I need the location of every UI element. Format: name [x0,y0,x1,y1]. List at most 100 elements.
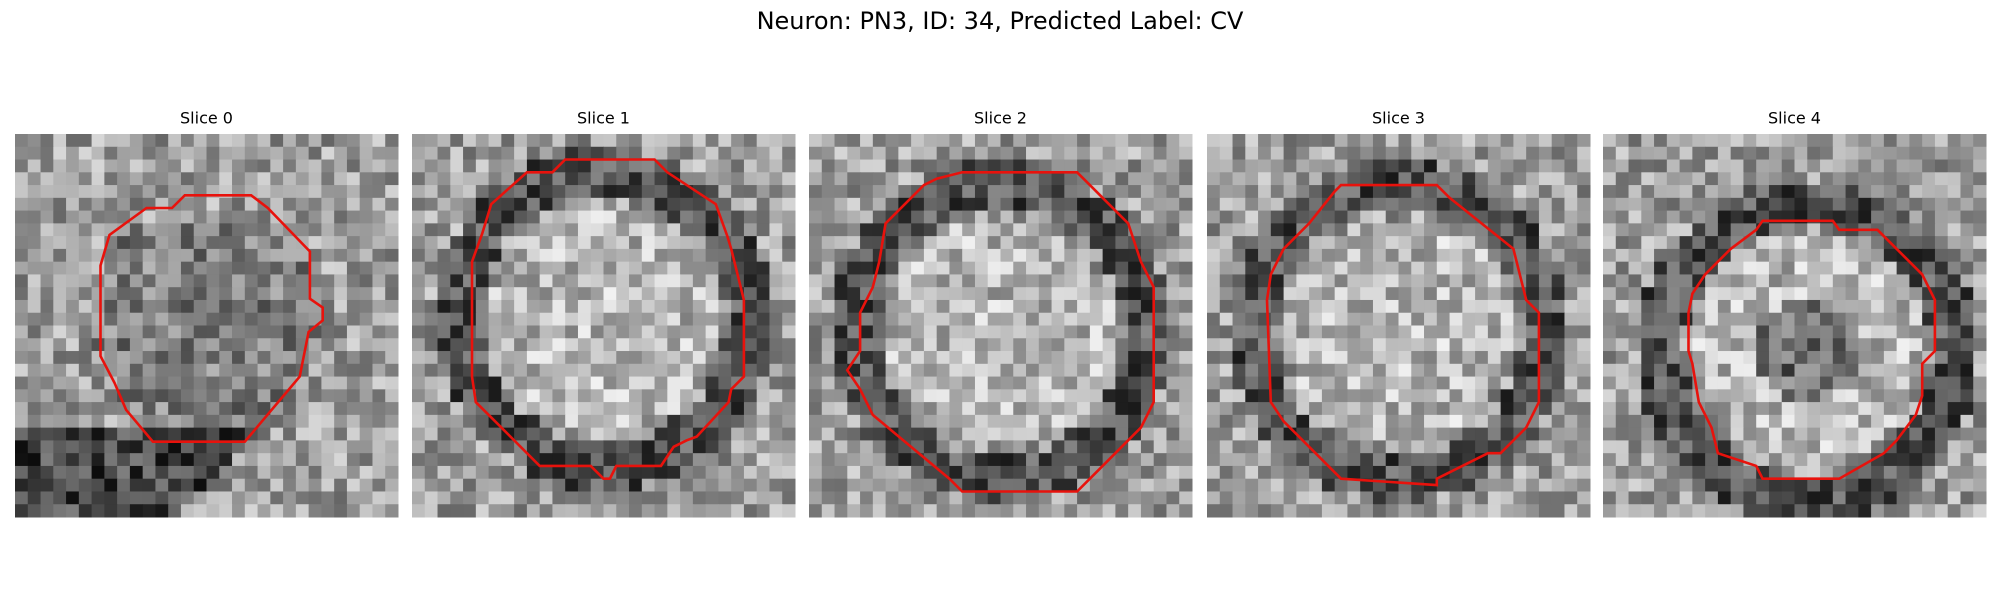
pixel [1832,351,1847,365]
pixel [1115,402,1129,416]
pixel [1717,134,1732,148]
pixel [1115,236,1129,250]
pixel [514,248,528,263]
pixel [821,504,836,518]
pixel [1896,146,1910,161]
pixel [1871,134,1885,148]
pixel [809,248,823,263]
pixel [1641,248,1655,263]
pixel [1140,363,1155,378]
pixel [654,440,668,454]
pixel [193,440,207,454]
pixel [1153,146,1167,161]
pixel [1526,134,1540,148]
pixel [539,185,553,199]
pixel [180,389,195,403]
pixel [539,478,553,492]
pixel [424,325,439,339]
pixel [769,389,783,403]
pixel [385,223,399,237]
pixel [1692,453,1706,467]
pixel [616,236,630,250]
pixel [1743,248,1757,263]
pixel [501,325,515,339]
pixel [898,312,912,326]
pixel [1436,504,1451,518]
pixel [705,504,719,518]
pixel [155,414,169,429]
pixel [616,338,630,352]
pixel [1641,223,1655,237]
pixel [244,325,259,339]
pixel [219,325,233,339]
pixel [1219,299,1234,314]
pixel [629,465,643,480]
pixel [372,299,386,314]
pixel [1038,299,1053,314]
pixel [1296,146,1310,161]
pixel [769,312,783,326]
pixel [1309,414,1323,429]
pixel [1436,223,1451,237]
pixel [168,210,182,224]
pixel [641,440,656,454]
pixel [1641,453,1655,467]
pixel [15,287,29,301]
pixel [565,236,579,250]
pixel [463,491,477,505]
pixel [1462,427,1476,441]
pixel [1000,478,1014,492]
pixel [501,351,515,365]
pixel [1500,185,1514,199]
pixel [1577,504,1591,518]
pixel [1385,389,1399,403]
pixel [40,325,54,339]
pixel [962,312,976,326]
pixel [1462,338,1476,352]
pixel [412,389,426,403]
pixel [923,248,938,263]
pixel [501,376,515,390]
pixel [1347,274,1361,288]
pixel [475,389,490,403]
pixel [1743,185,1757,199]
pixel [219,159,233,173]
pixel [15,248,29,263]
pixel [180,172,195,186]
pixel [334,134,348,148]
pixel [412,312,426,326]
pixel [1462,197,1476,212]
pixel [193,389,207,403]
pixel [731,325,745,339]
pixel [1102,312,1116,326]
pixel [1947,299,1961,314]
pixel [718,274,732,288]
pixel [1832,338,1847,352]
pixel [667,389,681,403]
pixel [1153,197,1167,212]
pixel [1768,351,1783,365]
pixel [1411,248,1425,263]
pixel [667,376,681,390]
pixel [1411,274,1425,288]
pixel [15,504,29,518]
pixel [834,504,848,518]
pixel [308,363,322,378]
pixel [1475,159,1489,173]
pixel [1603,172,1617,186]
pixel [244,274,259,288]
pixel [1283,363,1297,378]
pixel [1679,440,1693,454]
pixel [359,465,373,480]
pixel [1960,465,1974,480]
pixel [809,312,823,326]
pixel [1960,478,1974,492]
pixel [53,185,67,199]
pixel [295,478,310,492]
pixel [949,185,963,199]
pixel [1372,172,1387,186]
pixel [1232,491,1246,505]
pixel [1309,376,1323,390]
pixel [1577,172,1591,186]
pixel [1411,427,1425,441]
